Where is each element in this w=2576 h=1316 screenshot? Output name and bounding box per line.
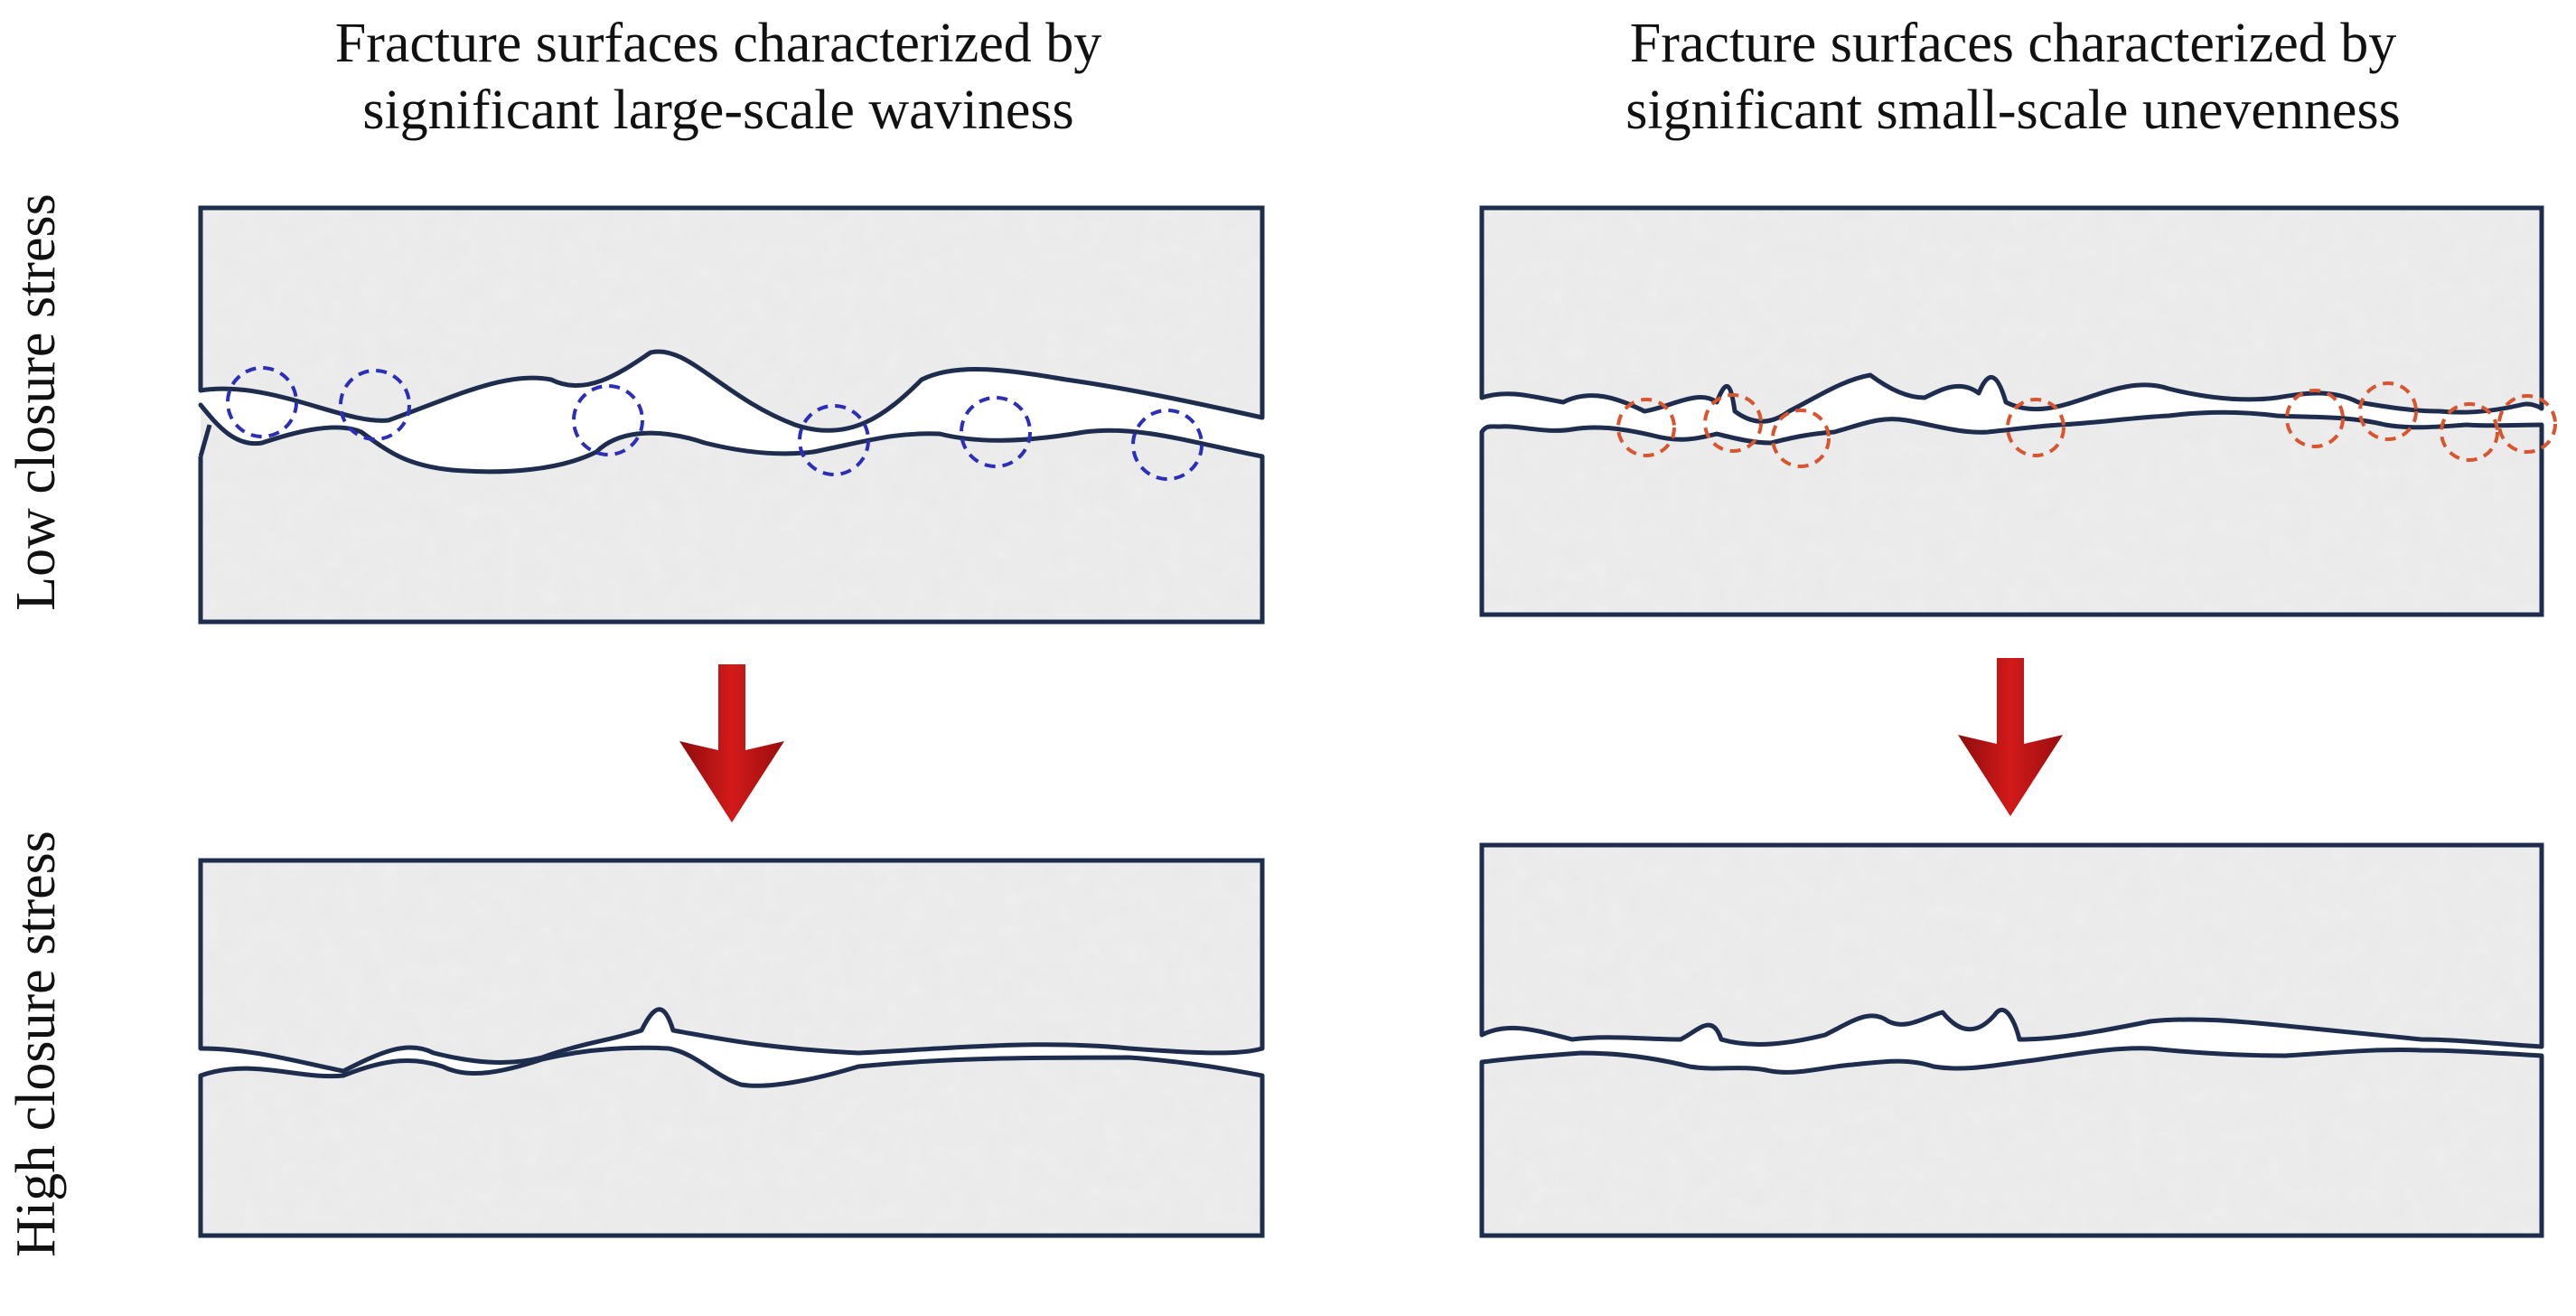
panel-outline <box>1479 205 2544 617</box>
lower-fracture-surface <box>198 1045 1265 1088</box>
lower-fracture-surface <box>1479 1046 2544 1075</box>
contact-circle <box>1703 393 1763 453</box>
contact-circle <box>2006 398 2065 457</box>
down-arrow-icon <box>679 664 784 822</box>
contact-circle <box>1771 409 1831 468</box>
right-column-title-line2: significant small-scale unevenness <box>1625 80 2400 141</box>
row-label-low-closure-stress: Low closure stress <box>5 193 67 610</box>
fracture-aperture <box>1482 375 2542 443</box>
panel-left-edge-lower <box>198 424 212 457</box>
upper-fracture-surface <box>198 349 1265 433</box>
panel-outline <box>1479 842 2544 1238</box>
panel-outline <box>198 858 1265 1238</box>
contact-circle <box>339 369 411 441</box>
panel-waviness-low-stress <box>198 205 1265 625</box>
panel-unevenness-low-stress <box>1479 205 2557 617</box>
right-column-title-line1: Fracture surfaces characterized by <box>1630 13 2397 74</box>
fracture-aperture <box>201 351 1262 472</box>
upper-fracture-surface <box>1479 1008 2544 1049</box>
contact-circles-waviness <box>226 366 1204 481</box>
panel-outline <box>198 205 1265 625</box>
lower-fracture-surface <box>198 402 1265 475</box>
contact-circle <box>226 366 298 438</box>
contact-circle <box>2440 402 2499 462</box>
contact-circles-unevenness <box>1616 381 2557 468</box>
fracture-aperture <box>201 1009 1262 1086</box>
panel-waviness-high-stress <box>198 858 1265 1238</box>
row-label-high-closure-stress: High closure stress <box>5 831 67 1257</box>
contact-circle <box>960 396 1032 468</box>
upper-fracture-surface <box>1479 372 2544 424</box>
contact-circle <box>798 404 870 476</box>
upper-fracture-surface <box>198 1007 1265 1074</box>
contact-circle <box>572 384 644 456</box>
contact-circle <box>1616 398 1676 457</box>
panel-unevenness-high-stress <box>1479 842 2544 1238</box>
left-column-title-line1: Fracture surfaces characterized by <box>335 13 1102 74</box>
contact-circle <box>2358 381 2418 441</box>
contact-circle <box>1131 409 1204 481</box>
left-column-title-line2: significant large-scale waviness <box>362 80 1073 141</box>
contact-circle <box>2497 394 2557 454</box>
down-arrow-icon <box>1958 658 2063 816</box>
contact-circle <box>2285 389 2345 448</box>
